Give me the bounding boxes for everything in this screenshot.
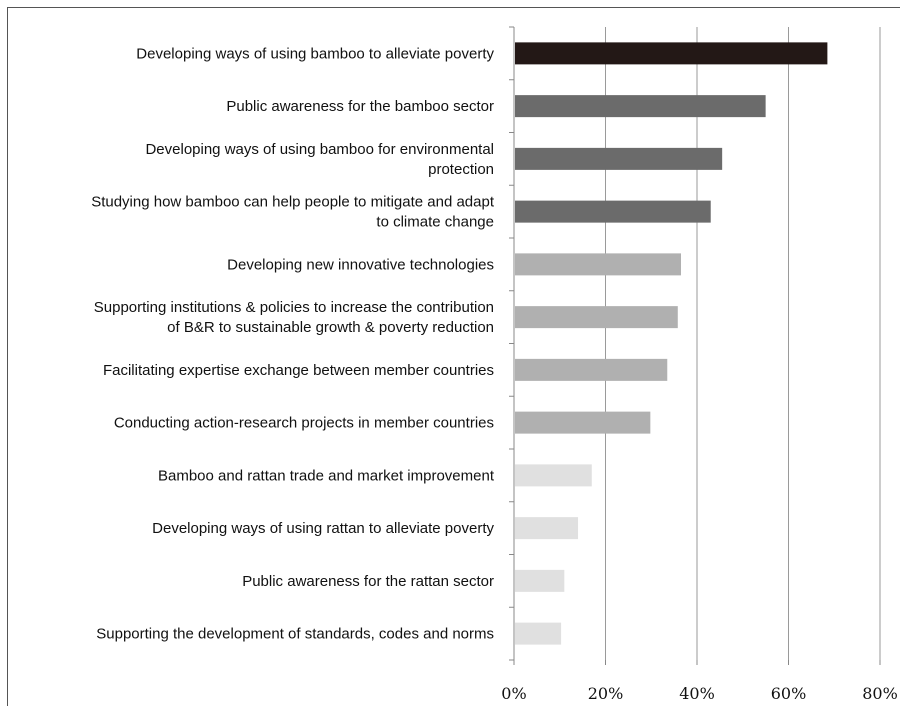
category-label: Facilitating expertise exchange between … xyxy=(103,362,494,379)
chart-frame xyxy=(7,7,900,706)
category-label: Public awareness for the rattan sector xyxy=(242,573,494,590)
bar xyxy=(515,464,592,487)
bar xyxy=(515,517,579,540)
bar xyxy=(515,358,668,381)
gridlines xyxy=(605,27,881,660)
bar xyxy=(515,306,678,329)
bar xyxy=(515,569,565,592)
bar xyxy=(515,622,562,645)
category-labels: Developing ways of using bamboo to allev… xyxy=(91,45,495,642)
category-label: Supporting institutions & policies to in… xyxy=(94,299,494,336)
category-label: Supporting the development of standards,… xyxy=(96,626,494,643)
x-tick-label: 80% xyxy=(862,684,898,703)
x-tick-labels: 0% 20% 40% 60% 80% xyxy=(501,684,897,703)
category-label: Conducting action-research projects in m… xyxy=(114,415,494,432)
bar xyxy=(515,200,711,223)
x-tick-label: 40% xyxy=(679,684,715,703)
category-label: Bamboo and rattan trade and market impro… xyxy=(158,467,495,484)
bar xyxy=(515,411,651,434)
x-tick-label: 20% xyxy=(588,684,624,703)
bar xyxy=(515,95,766,118)
category-label: Developing ways of using bamboo for envi… xyxy=(145,141,494,178)
category-label: Developing new innovative technologies xyxy=(227,256,494,273)
category-label: Public awareness for the bamboo sector xyxy=(226,98,494,115)
x-tick-label: 60% xyxy=(771,684,807,703)
y-axis xyxy=(509,26,881,665)
category-label: Developing ways of using rattan to allev… xyxy=(152,520,494,537)
x-tick-label: 0% xyxy=(501,684,526,703)
bars xyxy=(515,42,828,645)
bar xyxy=(515,253,681,276)
bar xyxy=(515,147,723,170)
category-label: Studying how bamboo can help people to m… xyxy=(91,194,495,231)
category-label: Developing ways of using bamboo to allev… xyxy=(136,45,494,62)
bar xyxy=(515,42,828,65)
